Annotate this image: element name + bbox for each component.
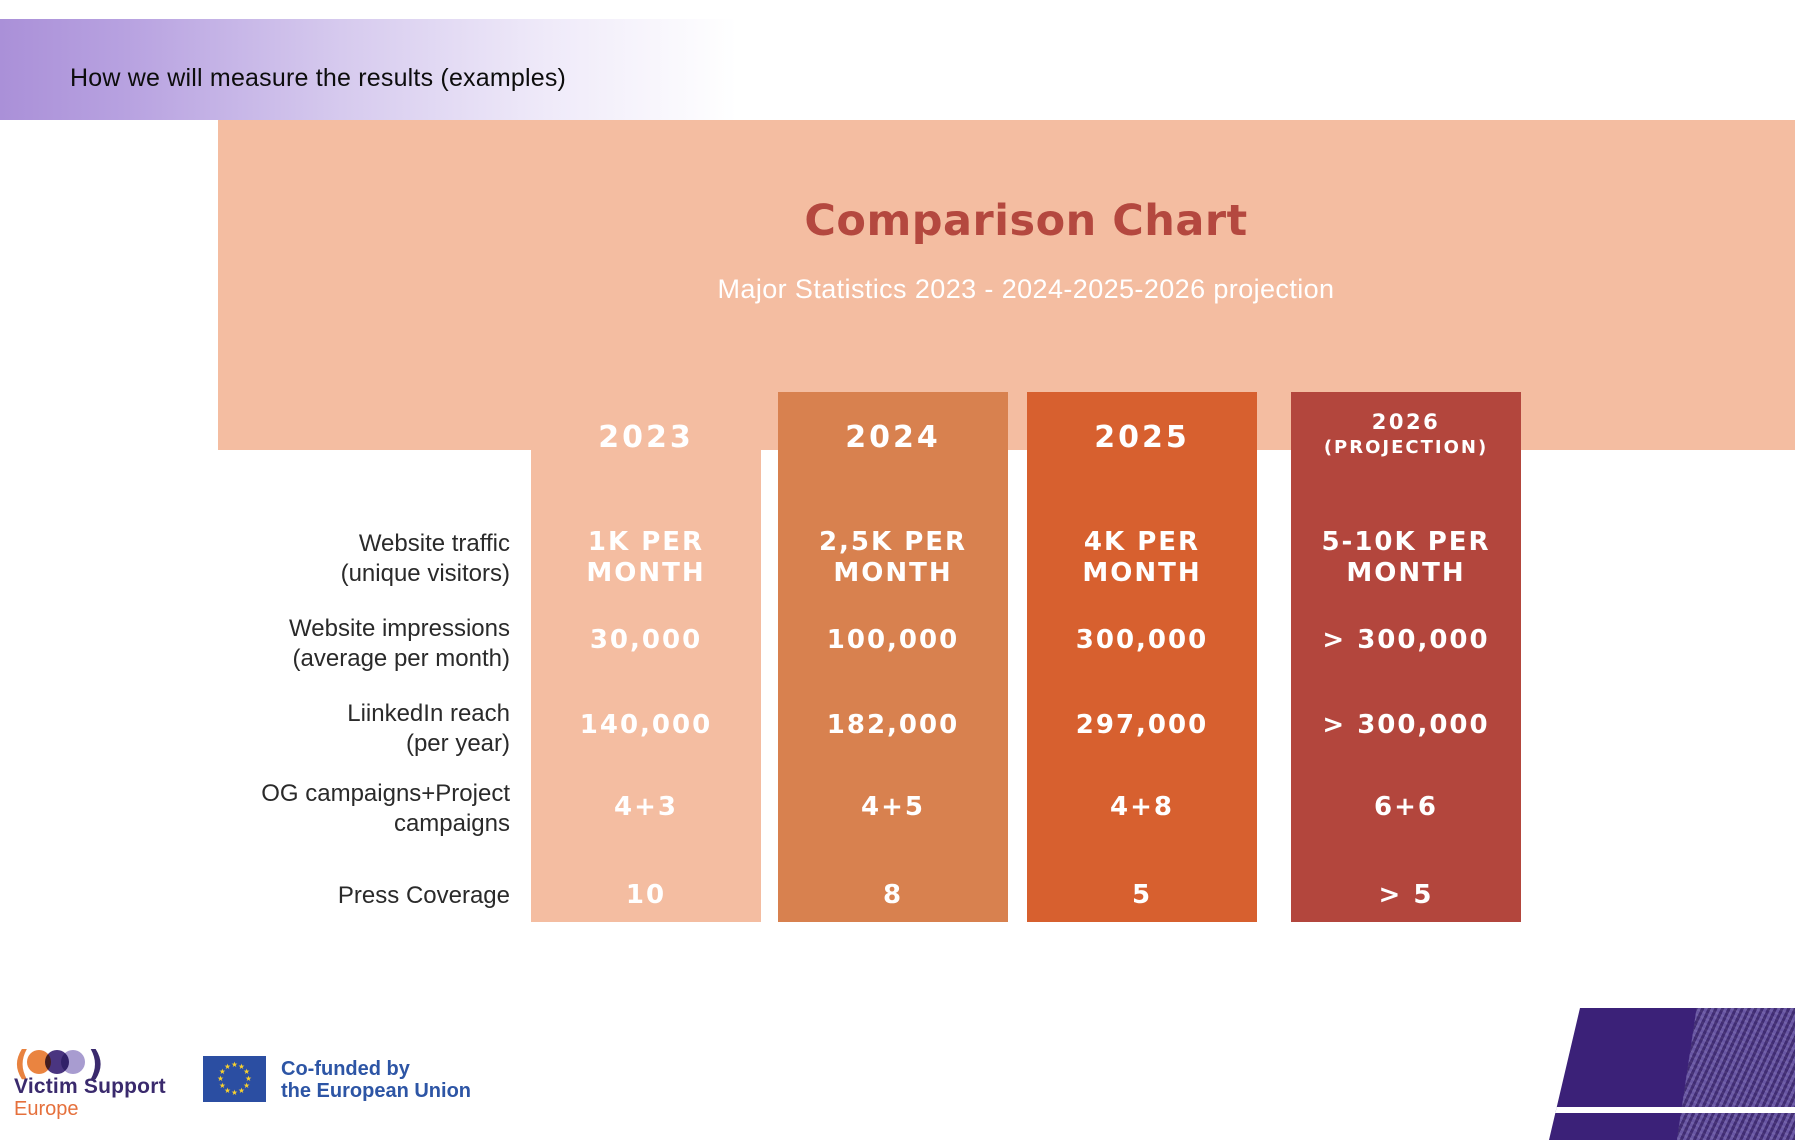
eu-flag-icon: ★ ★ ★ ★ ★ ★ ★ ★ ★ ★ ★ ★ xyxy=(203,1056,266,1102)
corner-decoration-white-line xyxy=(1549,1107,1795,1113)
value-2025-campaigns: 4+8 xyxy=(1110,792,1174,822)
value-2026-traffic: 5-10K PER MONTH xyxy=(1321,527,1491,588)
svg-text:★: ★ xyxy=(243,1081,250,1090)
row-label-website-traffic: Website traffic (unique visitors) xyxy=(340,530,510,587)
value-2024-traffic: 2,5K PER MONTH xyxy=(818,527,968,588)
kicker-band: How we will measure the results (example… xyxy=(0,19,760,120)
column-2026-year: 2026 xyxy=(1371,410,1441,434)
svg-text:★: ★ xyxy=(219,1081,226,1090)
value-2023-traffic: 1K PER MONTH xyxy=(586,527,706,588)
vse-logo-name: Victim Support xyxy=(14,1075,166,1098)
chart-title: Comparison Chart xyxy=(804,196,1248,246)
value-2026-impressions: > 300,000 xyxy=(1322,625,1490,655)
column-2023-year: 2023 xyxy=(598,420,694,455)
vse-logo-region: Europe xyxy=(14,1098,79,1120)
value-2023-press: 10 xyxy=(625,880,667,910)
column-2025-year: 2025 xyxy=(1094,420,1190,455)
column-2025: 2025 xyxy=(1027,392,1257,922)
value-2026-press: > 5 xyxy=(1378,880,1434,910)
value-2024-linkedin: 182,000 xyxy=(826,710,960,740)
svg-text:★: ★ xyxy=(238,1062,245,1071)
value-2025-impressions: 300,000 xyxy=(1075,625,1209,655)
column-2024-year: 2024 xyxy=(845,420,941,455)
svg-text:★: ★ xyxy=(217,1074,224,1083)
svg-text:★: ★ xyxy=(245,1074,252,1083)
eu-flag-stars: ★ ★ ★ ★ ★ ★ ★ ★ ★ ★ ★ ★ xyxy=(217,1060,252,1097)
row-label-website-impressions: Website impressions (average per month) xyxy=(289,615,510,672)
svg-text:★: ★ xyxy=(224,1086,231,1095)
value-2023-linkedin: 140,000 xyxy=(579,710,713,740)
chart-subtitle: Major Statistics 2023 - 2024-2025-2026 p… xyxy=(717,274,1335,304)
value-2025-traffic: 4K PER MONTH xyxy=(1082,527,1202,588)
vse-logo-left-paren-icon: ( xyxy=(14,1044,30,1084)
column-2023: 2023 xyxy=(531,392,761,922)
svg-text:★: ★ xyxy=(224,1062,231,1071)
svg-text:★: ★ xyxy=(231,1060,238,1069)
value-2023-impressions: 30,000 xyxy=(589,625,703,655)
svg-text:★: ★ xyxy=(231,1088,238,1097)
vse-logo-right-paren-icon: ) xyxy=(88,1044,104,1084)
kicker-text: How we will measure the results (example… xyxy=(70,64,567,92)
row-label-campaigns: OG campaigns+Project campaigns xyxy=(261,780,510,837)
corner-decoration-texture xyxy=(1676,1008,1795,1140)
value-2026-linkedin: > 300,000 xyxy=(1322,710,1490,740)
value-2026-campaigns: 6+6 xyxy=(1374,792,1438,822)
column-2026: 2026 (PROJECTION) xyxy=(1291,392,1521,922)
value-2023-campaigns: 4+3 xyxy=(614,792,678,822)
row-label-linkedin-reach: LiinkedIn reach (per year) xyxy=(347,700,510,757)
value-2024-press: 8 xyxy=(882,880,904,910)
column-2026-note: (PROJECTION) xyxy=(1323,437,1489,458)
row-label-press-coverage: Press Coverage xyxy=(337,882,510,909)
svg-text:★: ★ xyxy=(238,1086,245,1095)
corner-decoration xyxy=(1549,1008,1795,1140)
svg-text:★: ★ xyxy=(219,1067,226,1076)
value-2024-campaigns: 4+5 xyxy=(861,792,925,822)
value-2025-press: 5 xyxy=(1131,880,1153,910)
vse-logo-lavender-circle-icon xyxy=(61,1050,85,1074)
svg-text:★: ★ xyxy=(243,1067,250,1076)
value-2025-linkedin: 297,000 xyxy=(1075,710,1209,740)
vse-logo: ( ) Victim Support Europe xyxy=(14,1044,184,1124)
column-2024: 2024 xyxy=(778,392,1008,922)
value-2024-impressions: 100,000 xyxy=(826,625,960,655)
eu-cofunded-text: Co-funded by the European Union xyxy=(281,1058,471,1102)
